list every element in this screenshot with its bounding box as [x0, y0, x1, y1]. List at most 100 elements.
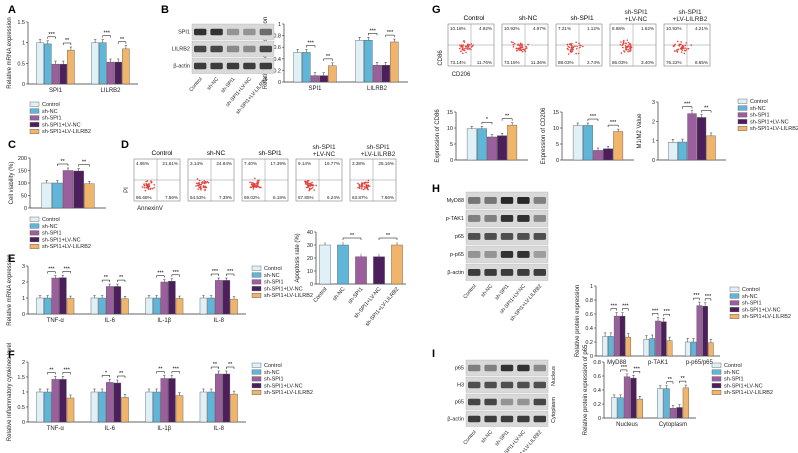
y-tick-label: 15 [447, 110, 453, 116]
blot-band [484, 381, 497, 389]
flow-event [202, 185, 205, 187]
bar [603, 148, 614, 161]
flow-event [577, 52, 580, 55]
flow-event [470, 48, 472, 51]
flow-event [306, 180, 309, 183]
y-tick-label: 0 [24, 206, 27, 212]
flow-event [307, 182, 310, 185]
blot-label: MyD88 [447, 198, 464, 204]
flow-event [363, 186, 366, 188]
bar [98, 391, 106, 423]
y-tick-label: 2 [22, 280, 25, 286]
legend-swatch [29, 216, 40, 222]
legend-label: sh-SPI1+LV-NC [42, 122, 81, 128]
lane-label: sh-SPI1 [220, 76, 237, 94]
quadrant-percent: 73.15% [504, 60, 520, 65]
blot-band [500, 251, 514, 258]
y-tick-label: 0.6 [593, 374, 601, 380]
legend-label: sh-SPI1+LV-NC [264, 383, 303, 389]
bar [466, 128, 477, 161]
flow-event [205, 186, 208, 189]
y-tick-label: 0 [278, 80, 281, 86]
flow-event [308, 185, 310, 187]
bar [687, 113, 697, 161]
flow-event [204, 188, 206, 191]
flow-event [524, 47, 527, 50]
bar [52, 182, 63, 209]
significance-label: ** [158, 367, 163, 373]
significance-label: *** [610, 120, 617, 126]
flow-event [305, 183, 307, 185]
flow-event [196, 178, 199, 180]
flow-event [310, 183, 312, 186]
y-axis-label: Expression of CD86 [435, 109, 441, 163]
flow-event [360, 182, 363, 184]
flow-event [147, 188, 150, 190]
bar [666, 340, 673, 357]
x-tick-label: IL-6 [105, 426, 116, 432]
flow-event [520, 49, 523, 52]
flow-event [257, 183, 259, 185]
quadrant-percent: 86.68% [136, 195, 152, 200]
y-tick-label: 10 [447, 126, 453, 132]
quadrant-percent: 2.74% [587, 60, 600, 65]
flow-event [304, 180, 307, 183]
bar [59, 277, 67, 315]
x-tick-label: MyD88 [607, 360, 627, 366]
flow-event [472, 44, 474, 46]
flow-event [677, 48, 680, 51]
fraction-label: Nucleus [551, 366, 557, 386]
flow-event [629, 43, 632, 46]
significance-label: ** [386, 233, 391, 239]
legend-swatch [29, 230, 40, 236]
quadrant-percent: 24.84% [216, 161, 232, 166]
flow-event [367, 179, 370, 182]
legend-f: Controlsh-NCsh-SPI1sh-SPI1+LV-NCsh-SPI1+… [251, 362, 313, 396]
lane-label: Control [462, 283, 477, 300]
y-tick-label: 150 [18, 169, 27, 175]
bar [66, 298, 75, 315]
legend-swatch [251, 369, 262, 375]
significance-bracket [323, 58, 333, 61]
panel-letter-c: C [8, 139, 16, 151]
flow-event [251, 181, 253, 184]
flow-event [253, 186, 256, 188]
blot-band [243, 45, 256, 53]
flow-event [576, 45, 578, 48]
quadrant-percent: 3.38% [352, 161, 365, 166]
y-axis-label: Relative inflammatory cytokines level [7, 343, 13, 441]
legend-label: sh-NC [724, 370, 740, 376]
y-tick-label: 40 [307, 230, 313, 236]
flow-event [519, 42, 522, 45]
legend-swatch [251, 383, 262, 389]
significance-bracket [102, 35, 111, 38]
flow-event [622, 42, 625, 45]
flow-event [202, 186, 205, 189]
flow-event [685, 42, 688, 44]
bar [145, 297, 153, 315]
bar [696, 305, 703, 357]
flow-event [683, 52, 686, 55]
lane-label: Control [462, 429, 477, 446]
flow-event [310, 187, 313, 190]
flow-event [360, 185, 363, 188]
bar [73, 170, 84, 209]
y-tick-label: 100 [18, 181, 27, 187]
blot-band [468, 251, 481, 258]
quadrant-percent: 6.24% [327, 195, 340, 200]
significance-label: *** [212, 269, 219, 275]
bar [476, 128, 487, 161]
y-tick-label: 1 [22, 41, 25, 47]
significance-bracket [171, 274, 180, 277]
quadrant-percent: 11.76% [477, 60, 492, 65]
blot-band [517, 197, 530, 204]
flow-event [620, 52, 623, 54]
legend-swatch [737, 119, 748, 125]
y-axis-label: Cell viability (%) [9, 162, 15, 205]
western-blot: SPI1 LILRB2 β-actin Control sh-NC sh-SPI1sh-S… [172, 23, 275, 116]
significance-label: *** [705, 294, 712, 300]
flow-event [146, 186, 149, 188]
flow-event [198, 179, 201, 182]
quadrant-percent: 10.92% [666, 26, 682, 31]
